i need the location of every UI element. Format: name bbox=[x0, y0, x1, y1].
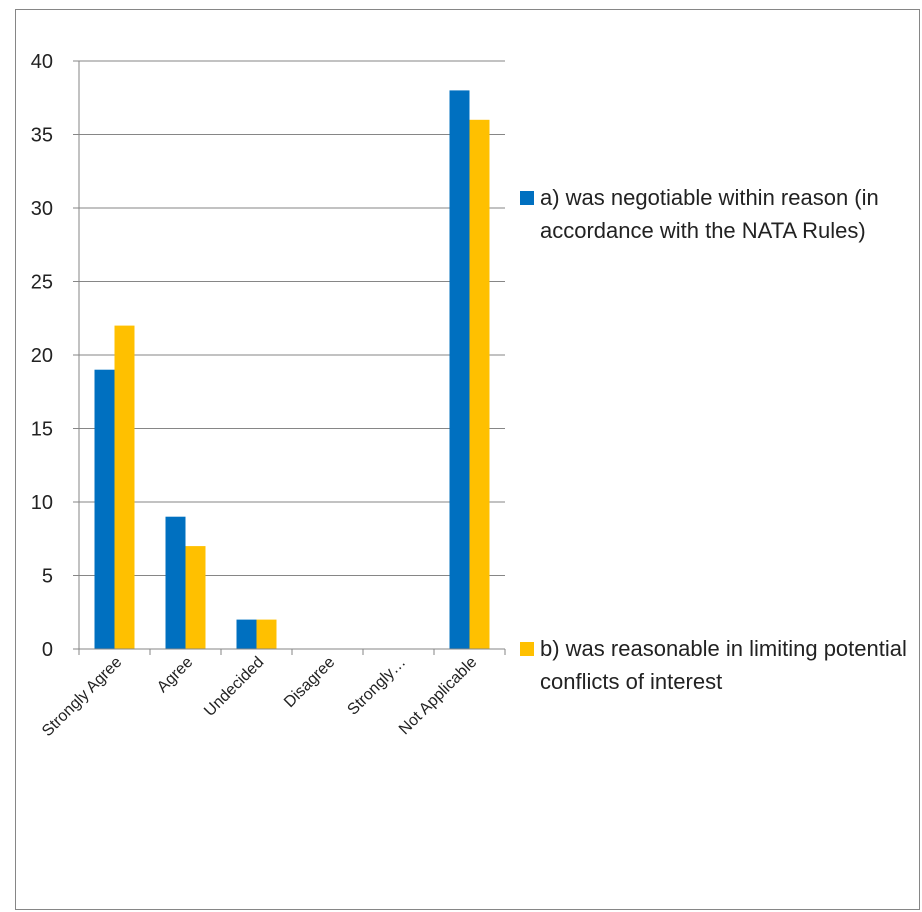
legend-swatch-b bbox=[520, 642, 534, 656]
x-tick-label: Strongly… bbox=[344, 654, 409, 719]
legend-item-series-b: b) was reasonable in limiting potential … bbox=[520, 632, 915, 698]
legend-item-series-a: a) was negotiable within reason (in acco… bbox=[520, 181, 915, 247]
gridlines bbox=[73, 60, 505, 650]
x-tick-label: Undecided bbox=[201, 654, 267, 720]
bar-series-b-1 bbox=[185, 546, 206, 649]
y-tick-label: 15 bbox=[31, 419, 53, 441]
x-tick-labels: Strongly Agree Agree Undecided Disagree Stro… bbox=[39, 654, 480, 740]
y-tick-labels: 0 5 10 15 20 25 30 35 40 bbox=[31, 51, 53, 661]
legend-label-a: a) was negotiable within reason (in acco… bbox=[540, 185, 879, 243]
bar-series-a-2 bbox=[236, 619, 257, 649]
x-tick-label: Strongly Agree bbox=[39, 654, 125, 740]
bar-series-a-0 bbox=[94, 369, 115, 649]
y-tick-label: 30 bbox=[31, 198, 53, 220]
y-tick-label: 0 bbox=[42, 639, 53, 661]
bar-series-a-1 bbox=[165, 516, 186, 649]
legend-label-b: b) was reasonable in limiting potential … bbox=[540, 636, 907, 694]
y-tick-label: 35 bbox=[31, 125, 53, 147]
bar-series-a-5 bbox=[449, 90, 470, 649]
y-tick-label: 40 bbox=[31, 51, 53, 73]
bars bbox=[94, 90, 490, 650]
y-tick-label: 25 bbox=[31, 272, 53, 294]
legend-swatch-a bbox=[520, 191, 534, 205]
x-tick-label: Agree bbox=[154, 654, 196, 696]
y-tick-label: 5 bbox=[42, 566, 53, 588]
bar-series-b-5 bbox=[469, 119, 490, 650]
axes bbox=[78, 61, 506, 655]
y-tick-label: 10 bbox=[31, 492, 53, 514]
x-tick-label: Disagree bbox=[281, 654, 338, 711]
bar-series-b-2 bbox=[256, 619, 277, 649]
bar-series-b-0 bbox=[114, 325, 135, 649]
y-tick-label: 20 bbox=[31, 345, 53, 367]
